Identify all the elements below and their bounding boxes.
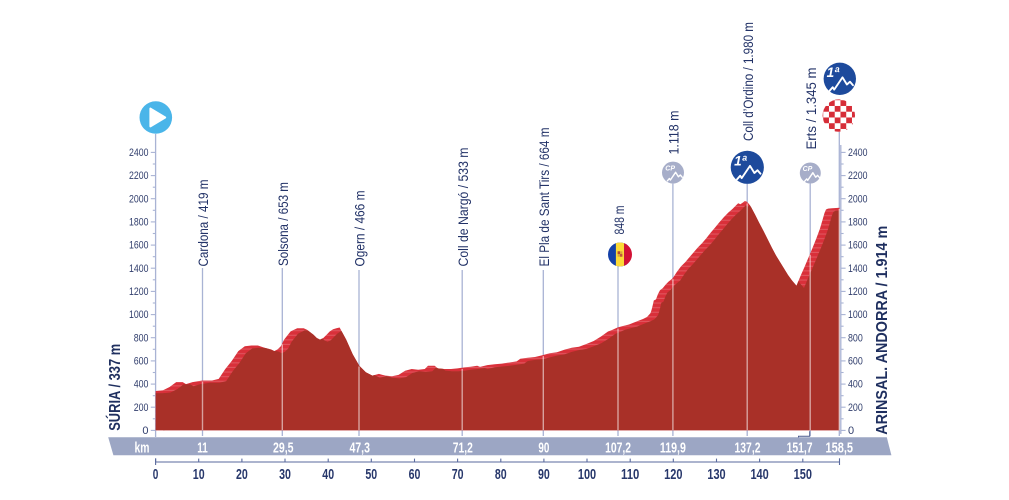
svg-text:1400: 1400 bbox=[129, 263, 149, 275]
svg-text:1400: 1400 bbox=[848, 263, 868, 275]
svg-text:50: 50 bbox=[365, 467, 377, 483]
svg-text:El Pla de Sant Tirs / 664 m: El Pla de Sant Tirs / 664 m bbox=[537, 128, 552, 267]
svg-text:600: 600 bbox=[134, 356, 149, 368]
svg-text:71,2: 71,2 bbox=[453, 439, 473, 456]
svg-text:1.118 m: 1.118 m bbox=[667, 111, 682, 155]
svg-text:2000: 2000 bbox=[848, 193, 868, 205]
svg-text:800: 800 bbox=[134, 332, 149, 344]
svg-text:SÚRIA / 337 m: SÚRIA / 337 m bbox=[106, 344, 124, 431]
svg-text:0: 0 bbox=[153, 467, 159, 483]
svg-text:1800: 1800 bbox=[848, 217, 868, 229]
svg-text:CP: CP bbox=[803, 166, 813, 173]
svg-text:Ogern / 466 m: Ogern / 466 m bbox=[353, 191, 368, 267]
svg-text:130: 130 bbox=[707, 467, 725, 483]
svg-text:1000: 1000 bbox=[848, 309, 868, 321]
svg-text:1000: 1000 bbox=[129, 309, 149, 321]
svg-text:80: 80 bbox=[495, 467, 507, 483]
svg-text:2200: 2200 bbox=[848, 170, 868, 182]
svg-text:2200: 2200 bbox=[129, 170, 149, 182]
svg-text:200: 200 bbox=[848, 402, 863, 414]
svg-text:110: 110 bbox=[621, 467, 639, 483]
svg-text:0: 0 bbox=[142, 425, 148, 437]
svg-text:CP: CP bbox=[665, 165, 675, 172]
svg-text:200: 200 bbox=[134, 402, 149, 414]
svg-text:70: 70 bbox=[452, 467, 464, 483]
svg-text:119,9: 119,9 bbox=[660, 439, 686, 456]
svg-text:400: 400 bbox=[848, 379, 863, 391]
svg-text:ARINSAL. ANDORRA / 1.914 m: ARINSAL. ANDORRA / 1.914 m bbox=[874, 226, 891, 435]
svg-text:47,3: 47,3 bbox=[349, 439, 370, 456]
svg-text:Coll de Nargó / 533 m: Coll de Nargó / 533 m bbox=[456, 148, 471, 267]
svg-text:11: 11 bbox=[197, 439, 208, 456]
svg-text:400: 400 bbox=[134, 379, 149, 391]
svg-text:20: 20 bbox=[236, 467, 248, 483]
svg-text:600: 600 bbox=[848, 356, 863, 368]
svg-text:60: 60 bbox=[409, 467, 421, 483]
svg-text:90: 90 bbox=[538, 467, 550, 483]
svg-text:40: 40 bbox=[322, 467, 334, 483]
svg-text:km: km bbox=[135, 439, 150, 456]
svg-text:1ª: 1ª bbox=[827, 65, 841, 80]
svg-text:120: 120 bbox=[664, 467, 682, 483]
svg-text:29,5: 29,5 bbox=[273, 439, 294, 456]
svg-text:2400: 2400 bbox=[848, 147, 868, 159]
svg-text:137,2: 137,2 bbox=[735, 439, 761, 456]
svg-text:1ª: 1ª bbox=[734, 153, 748, 168]
svg-text:Cardona / 419 m: Cardona / 419 m bbox=[196, 180, 211, 267]
svg-text:158,5: 158,5 bbox=[826, 439, 854, 456]
svg-text:0: 0 bbox=[848, 425, 854, 437]
svg-text:1200: 1200 bbox=[848, 286, 868, 298]
svg-text:107,2: 107,2 bbox=[605, 439, 631, 456]
svg-text:151,7: 151,7 bbox=[787, 439, 813, 456]
svg-text:Erts / 1.345 m: Erts / 1.345 m bbox=[804, 68, 819, 150]
svg-text:140: 140 bbox=[750, 467, 768, 483]
svg-text:100: 100 bbox=[578, 467, 596, 483]
svg-text:1600: 1600 bbox=[848, 240, 868, 252]
svg-text:848 m: 848 m bbox=[612, 206, 627, 235]
svg-text:1600: 1600 bbox=[129, 240, 149, 252]
svg-text:30: 30 bbox=[279, 467, 291, 483]
svg-text:1200: 1200 bbox=[129, 286, 149, 298]
svg-text:1800: 1800 bbox=[129, 217, 149, 229]
svg-text:2000: 2000 bbox=[129, 193, 149, 205]
svg-text:90: 90 bbox=[538, 439, 549, 456]
svg-text:800: 800 bbox=[848, 332, 863, 344]
svg-text:Solsona / 653 m: Solsona / 653 m bbox=[276, 182, 291, 266]
svg-text:10: 10 bbox=[193, 467, 205, 483]
svg-text:150: 150 bbox=[794, 467, 812, 483]
svg-text:Coll d’Ordino / 1.980 m: Coll d’Ordino / 1.980 m bbox=[741, 22, 756, 141]
svg-text:2400: 2400 bbox=[129, 147, 149, 159]
